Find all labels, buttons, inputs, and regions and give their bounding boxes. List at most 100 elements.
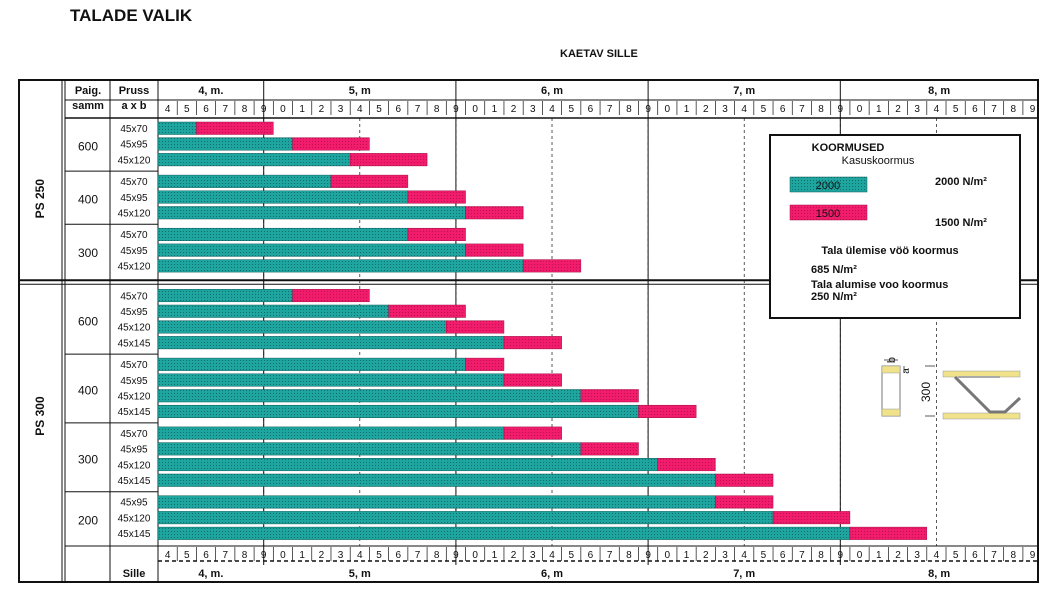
meter-label-bottom: 5, m	[349, 568, 371, 580]
section-label: 45x120	[118, 460, 151, 471]
beam-web-steel	[953, 375, 1022, 414]
top-tick-label: 8	[818, 104, 824, 115]
bottom-tick-label: 2	[703, 550, 709, 561]
meter-label-bottom: 7, m	[733, 568, 755, 580]
bar-1500	[465, 206, 524, 220]
bottom-tick-label: 5	[568, 550, 574, 561]
bottom-tick-label: 6	[972, 550, 978, 561]
bottom-tick-label: 1	[299, 550, 305, 561]
legend-load-label: 2000 N/m²	[935, 176, 987, 188]
section-label: 45x120	[118, 323, 151, 334]
top-tick-label: 1	[492, 104, 498, 115]
bar-1500	[772, 511, 851, 525]
x-axis-label: Sille	[123, 568, 146, 580]
top-tick-label: 3	[338, 104, 344, 115]
section-label: 45x120	[118, 209, 151, 220]
bar-2000	[157, 373, 505, 387]
bar-1500	[849, 526, 928, 540]
top-tick-label: 6	[395, 104, 401, 115]
bottom-tick-label: 7	[415, 550, 421, 561]
bottom-tick-label: 8	[818, 550, 824, 561]
section-label: 45x95	[120, 246, 148, 257]
section-label: 45x70	[120, 177, 148, 188]
section-label: 45x70	[120, 291, 148, 302]
top-tick-label: 4	[357, 104, 363, 115]
bar-2000	[157, 495, 716, 509]
bottom-tick-label: 5	[184, 550, 190, 561]
header-section-label: a x b	[121, 100, 146, 112]
top-tick-label: 0	[857, 104, 863, 115]
legend-top-chord-label: Tala ülemise vöö koormus	[821, 245, 958, 257]
bar-1500	[503, 336, 562, 350]
bar-2000	[157, 336, 505, 350]
top-tick-label: 6	[972, 104, 978, 115]
bar-2000	[157, 304, 389, 318]
bottom-tick-label: 7	[222, 550, 228, 561]
spacing-label: 600	[78, 140, 98, 154]
header-group-label: samm	[72, 100, 104, 112]
bottom-tick-label: 0	[665, 550, 671, 561]
bottom-tick-label: 9	[1030, 550, 1036, 561]
section-label: 45x70	[120, 230, 148, 241]
bottom-tick-label: 6	[780, 550, 786, 561]
section-label: 45x95	[120, 307, 148, 318]
bar-2000	[157, 442, 582, 456]
section-label: 45x145	[118, 476, 151, 487]
legend-bottom-chord-value: 250 N/m²	[811, 291, 857, 303]
bottom-tick-label: 3	[530, 550, 536, 561]
bottom-tick-label: 2	[319, 550, 325, 561]
top-tick-label: 2	[319, 104, 325, 115]
bar-1500	[407, 227, 466, 241]
bar-1500	[446, 320, 505, 334]
top-tick-label: 4	[934, 104, 940, 115]
bottom-tick-label: 4	[741, 550, 747, 561]
chart-title: KAETAV SILLE	[560, 48, 638, 60]
spacing-label: 200	[78, 513, 98, 527]
bottom-tick-label: 3	[722, 550, 728, 561]
bar-2000	[157, 190, 409, 204]
bottom-tick-label: 5	[376, 550, 382, 561]
section-label: 45x120	[118, 513, 151, 524]
bottom-tick-label: 4	[934, 550, 940, 561]
section-outline	[881, 365, 901, 417]
bottom-tick-label: 0	[472, 550, 478, 561]
top-tick-label: 9	[1030, 104, 1036, 115]
bar-2000	[157, 320, 447, 334]
bar-1500	[292, 289, 370, 303]
bottom-tick-label: 6	[588, 550, 594, 561]
top-tick-label: 7	[607, 104, 613, 115]
bar-1500	[465, 357, 505, 371]
section-label: 45x70	[120, 429, 148, 440]
page-title: TALADE VALIK	[70, 6, 193, 25]
bar-1500	[292, 137, 370, 151]
legend-subtitle: Kasuskoormus	[842, 155, 915, 167]
bar-1500	[580, 442, 639, 456]
bottom-tick-label: 6	[395, 550, 401, 561]
section-label: 45x95	[120, 193, 148, 204]
group-label: PS 300	[33, 396, 47, 436]
bottom-tick-label: 7	[799, 550, 805, 561]
bar-2000	[157, 243, 466, 257]
bottom-tick-label: 3	[914, 550, 920, 561]
top-tick-label: 5	[568, 104, 574, 115]
bar-2000	[157, 404, 639, 418]
bottom-tick-label: 0	[857, 550, 863, 561]
bar-2000	[157, 473, 716, 487]
meter-label-bottom: 6, m	[541, 568, 563, 580]
dimension-a-label: a	[901, 368, 912, 374]
bar-1500	[638, 404, 697, 418]
bottom-tick-label: 6	[203, 550, 209, 561]
section-label: 45x70	[120, 124, 148, 135]
top-tick-label: 5	[376, 104, 382, 115]
bar-2000	[157, 426, 505, 440]
top-tick-label: 6	[203, 104, 209, 115]
top-tick-label: 4	[741, 104, 747, 115]
top-tick-label: 4	[549, 104, 555, 115]
top-tick-label: 6	[780, 104, 786, 115]
bar-2000	[157, 357, 466, 371]
group-label: PS 250	[33, 179, 47, 219]
legend-swatch-2000	[789, 176, 868, 193]
bar-1500	[503, 373, 562, 387]
bar-2000	[157, 153, 351, 167]
